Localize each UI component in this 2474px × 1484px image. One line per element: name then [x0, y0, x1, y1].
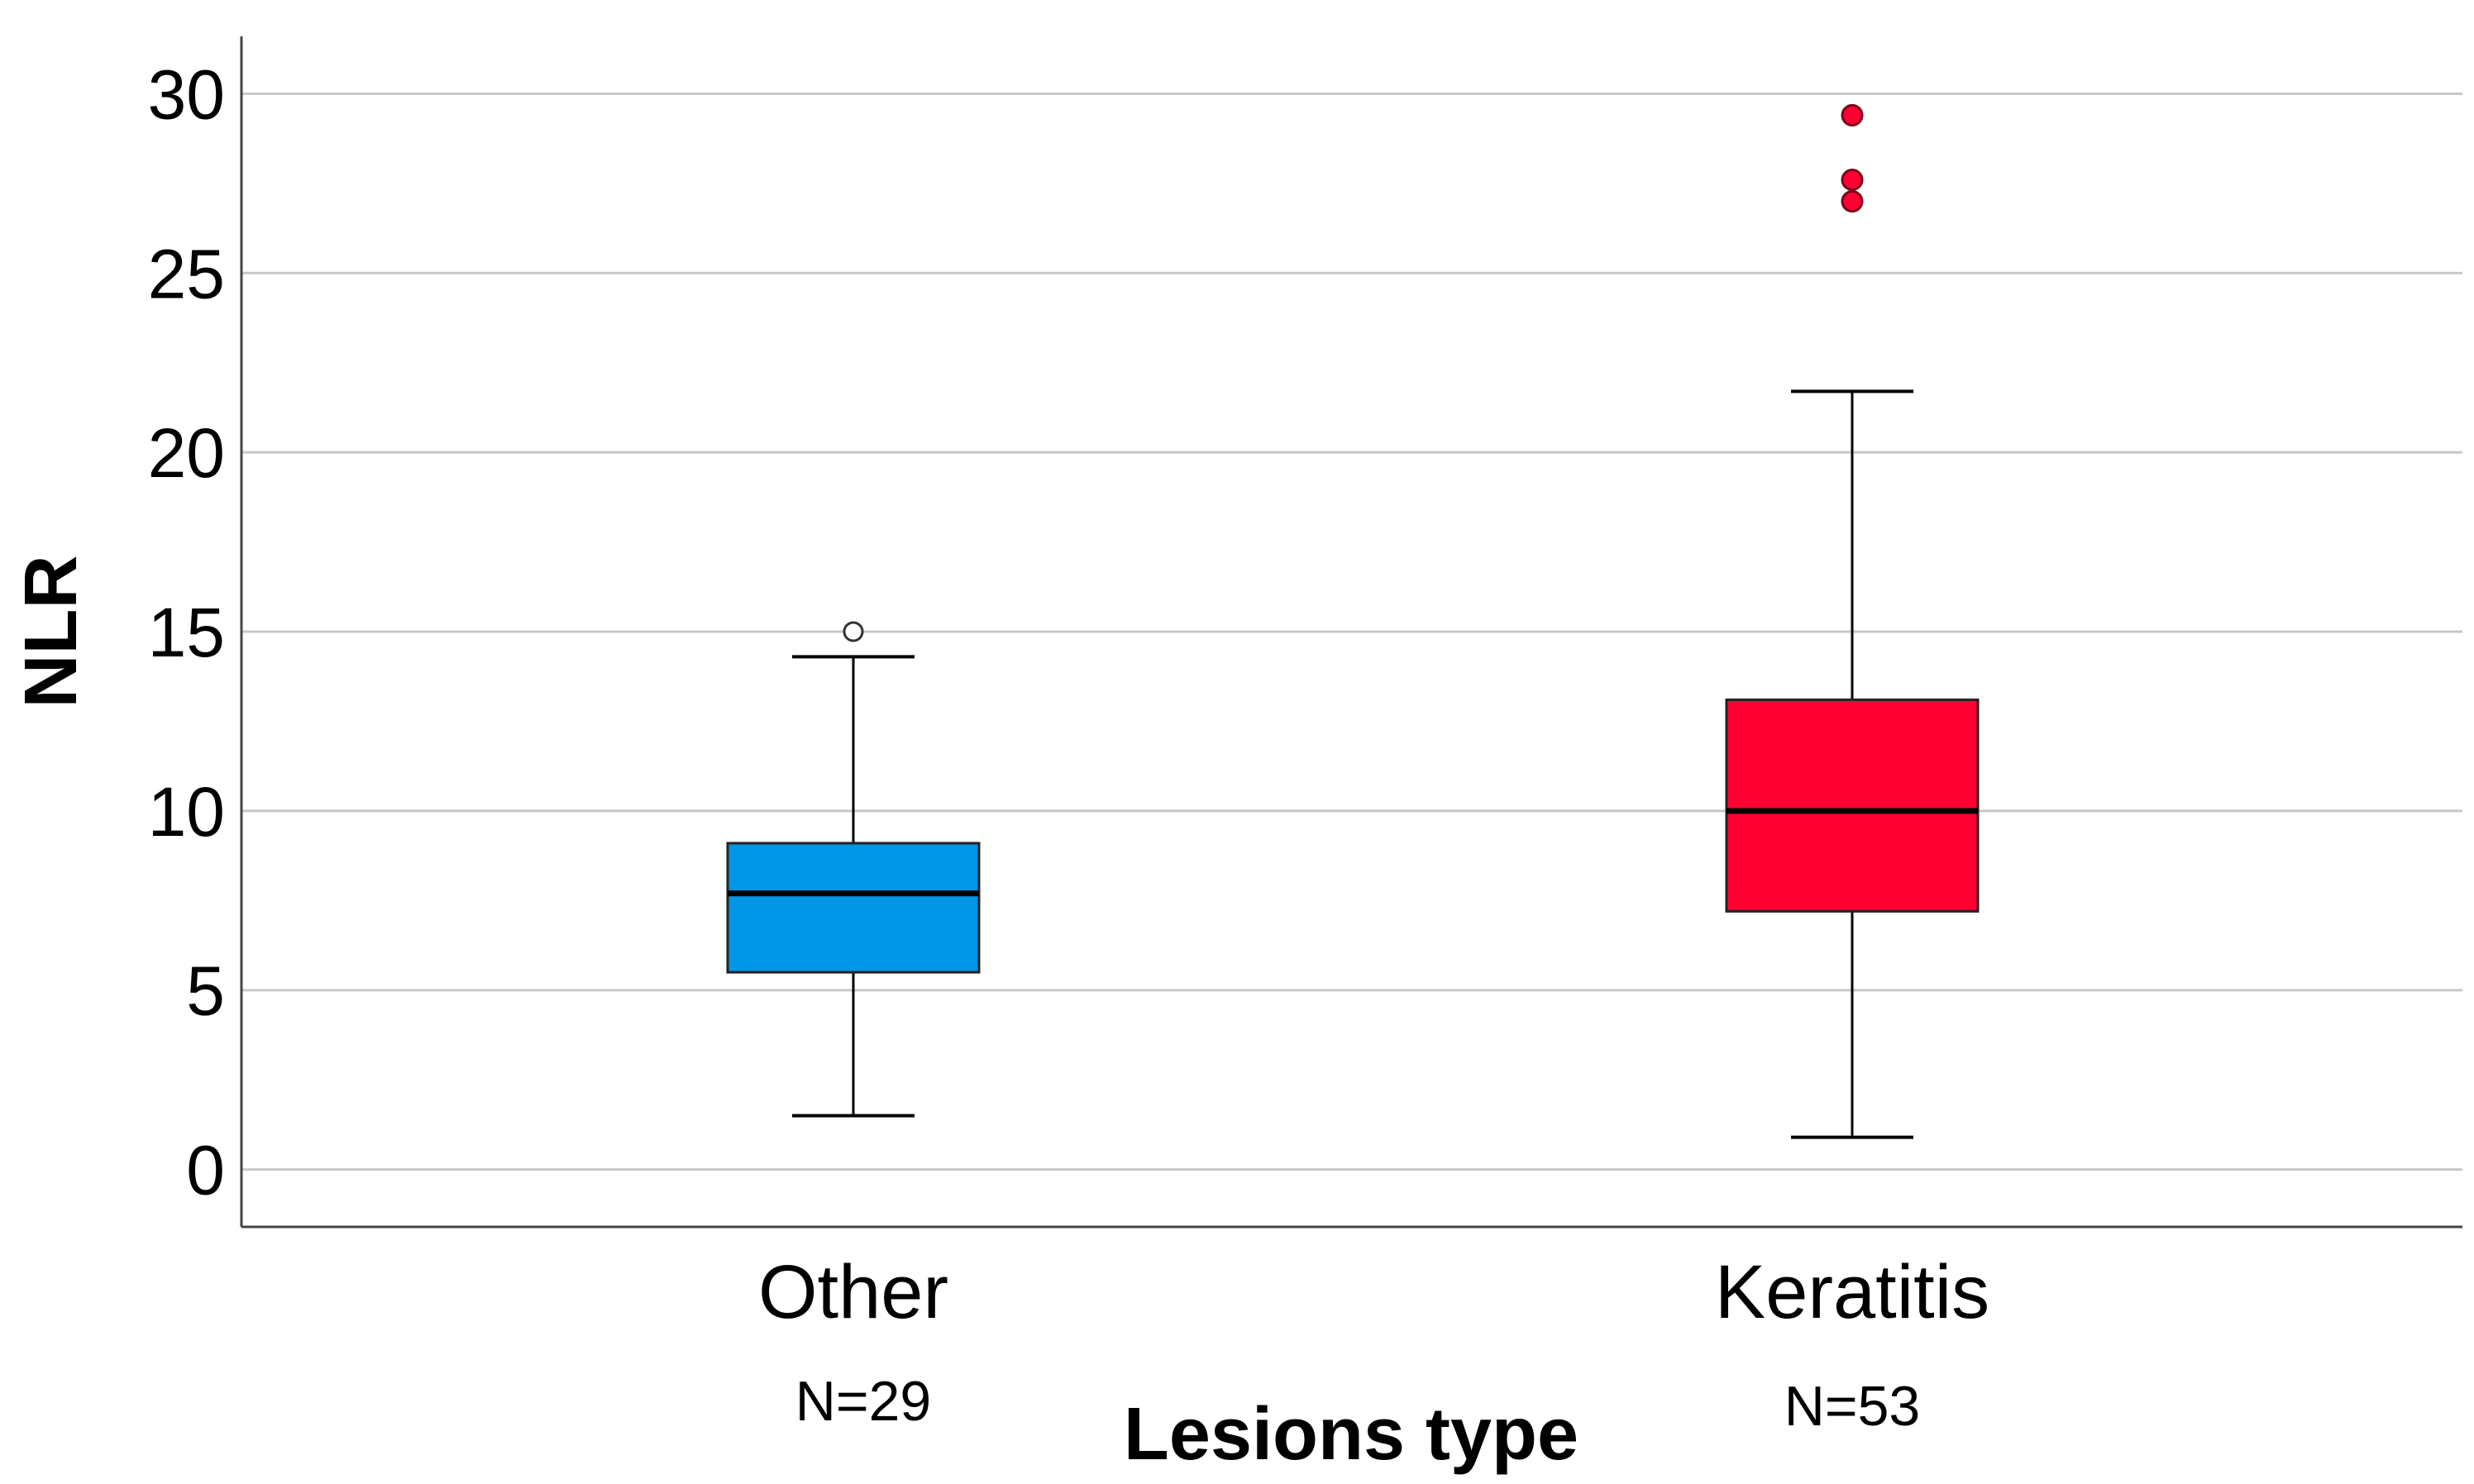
y-axis-title: NLR: [10, 556, 93, 709]
category-label-keratitis: Keratitis: [1715, 1250, 1989, 1334]
iqr-box-keratitis: [1725, 698, 1980, 913]
outlier-other-1: [843, 621, 864, 642]
sample-size-other: N=29: [795, 1370, 931, 1433]
y-tick-label-20: 20: [148, 414, 225, 492]
outlier-keratitis-1: [1841, 190, 1864, 213]
category-label-other: Other: [758, 1250, 948, 1334]
box-other: [726, 621, 981, 1118]
x-axis-title: Lesions type: [1124, 1393, 1578, 1476]
axes: [240, 36, 2462, 1229]
sample-size-keratitis: N=53: [1784, 1375, 1920, 1438]
y-tick-label-10: 10: [148, 773, 225, 851]
outlier-keratitis-2: [1841, 168, 1864, 191]
y-tick-label-0: 0: [186, 1132, 225, 1210]
y-tick-label-15: 15: [148, 594, 225, 671]
outlier-keratitis-3: [1841, 103, 1864, 126]
boxes: [726, 103, 1980, 1139]
category-labels: Other N=29 Keratitis N=53: [758, 1250, 1989, 1438]
y-tick-label-25: 25: [148, 235, 225, 313]
y-tick-label-5: 5: [186, 952, 225, 1030]
iqr-box-other: [726, 842, 981, 974]
y-tick-label-30: 30: [148, 55, 225, 133]
gridlines: [241, 92, 2462, 1171]
box-keratitis: [1725, 103, 1980, 1139]
y-tick-labels: 0 5 10 15 20 25 30: [148, 55, 225, 1209]
